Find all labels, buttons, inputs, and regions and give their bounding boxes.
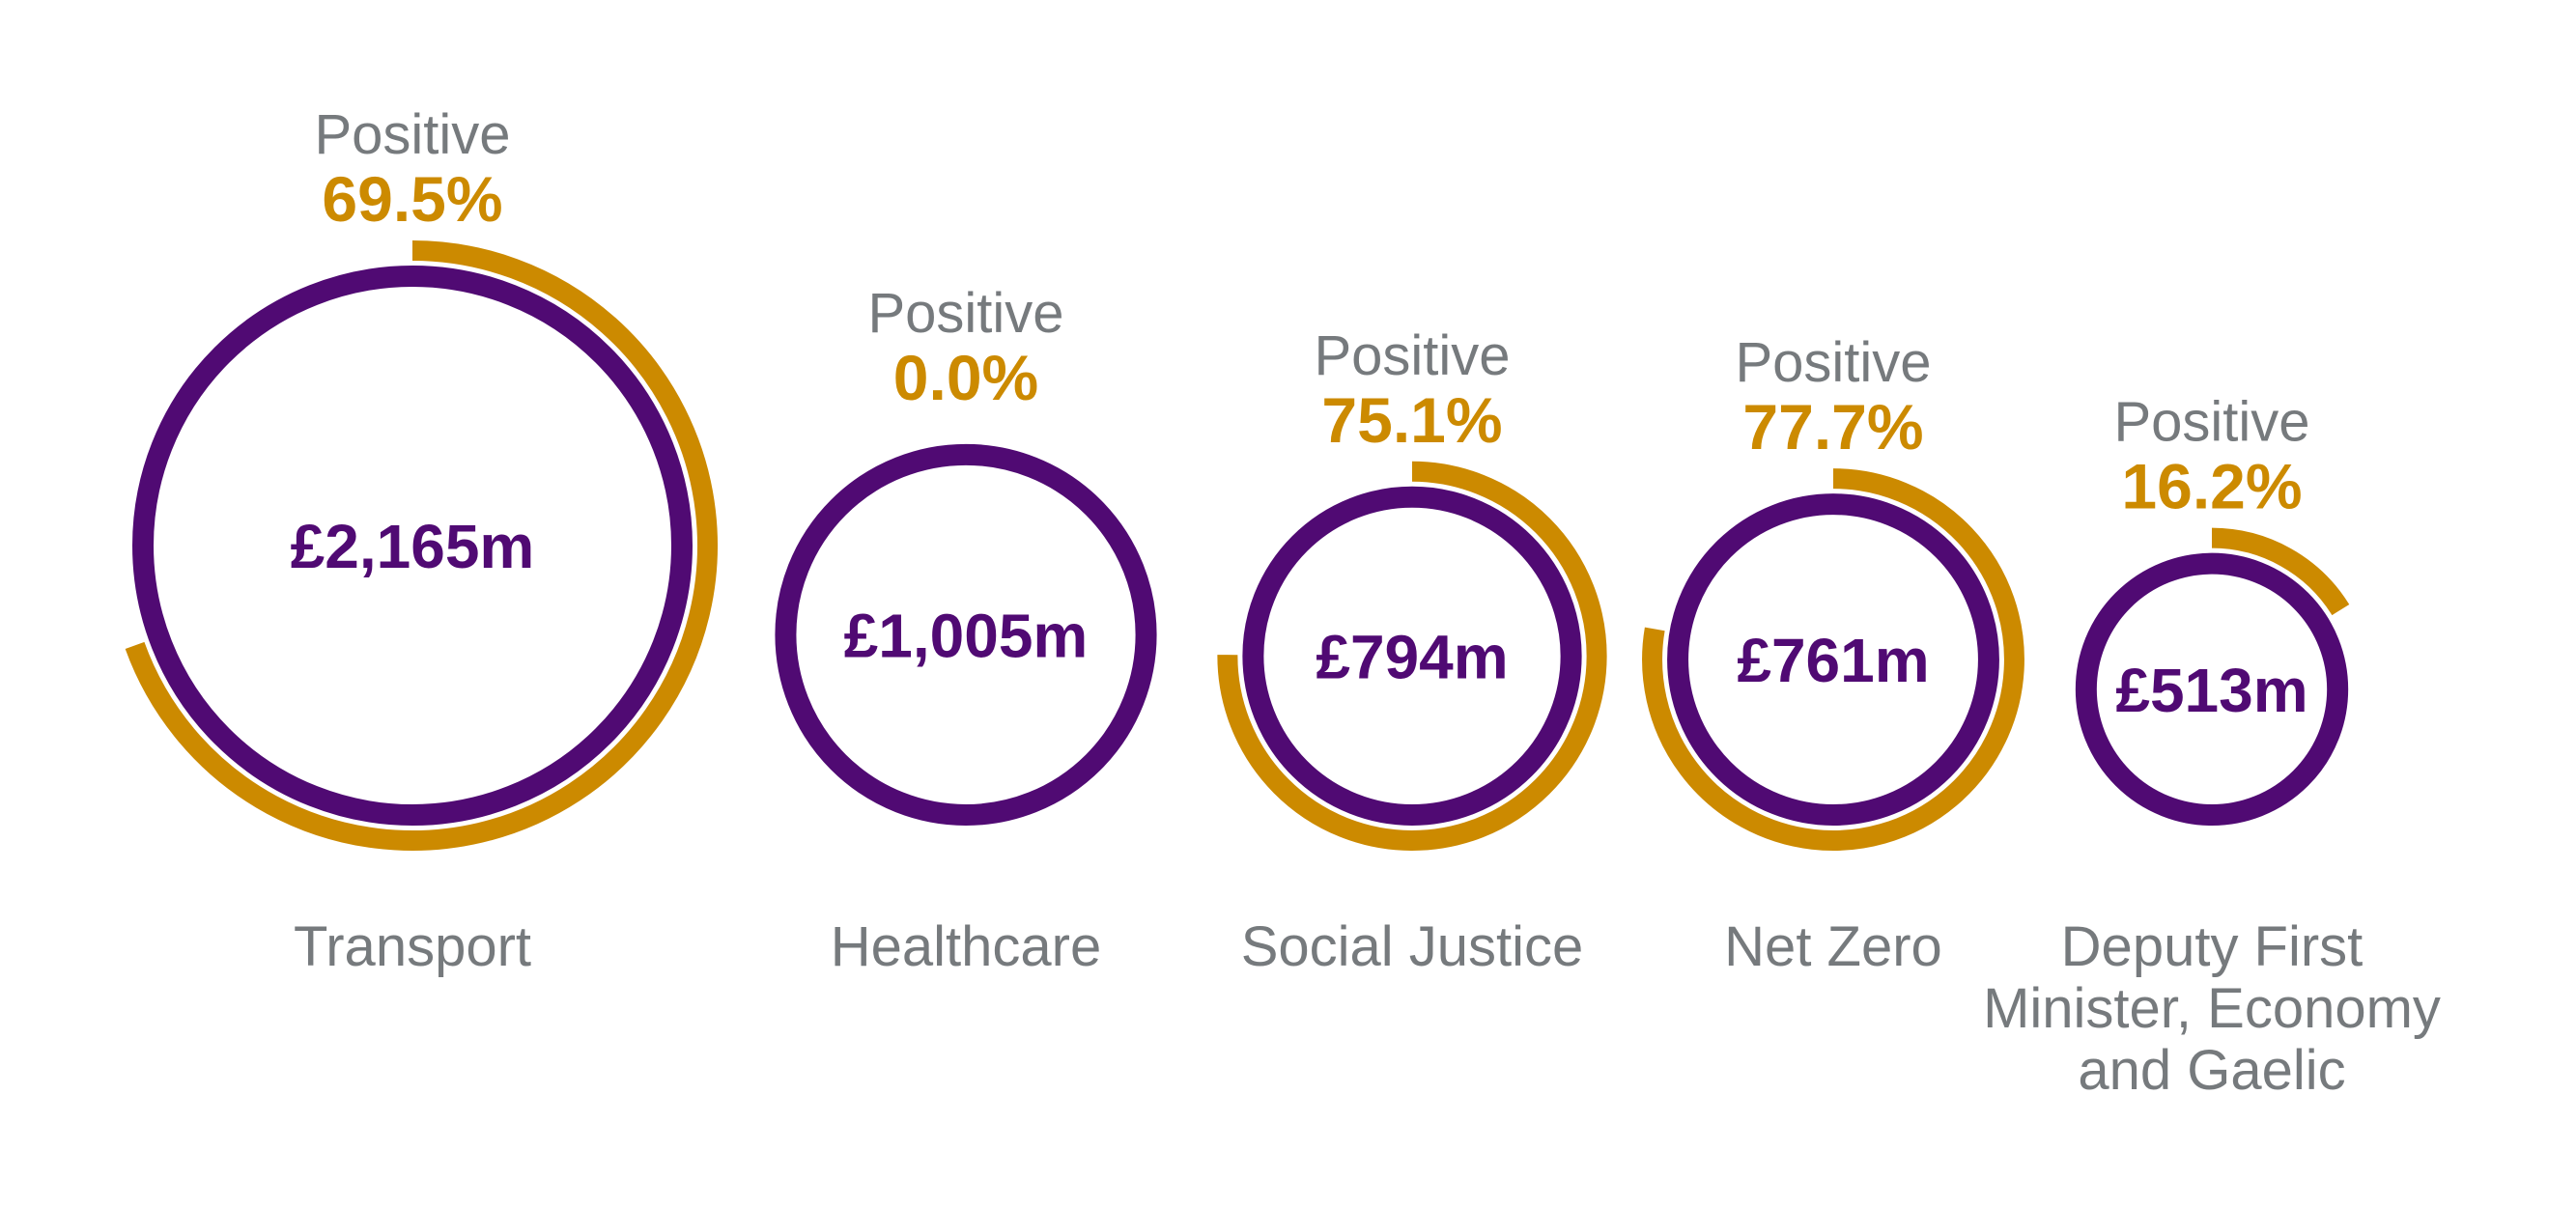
positive-arc	[1217, 461, 1607, 851]
total-value: £513m	[2115, 656, 2307, 725]
total-value: £1,005m	[844, 601, 1089, 670]
positive-label: Positive	[1735, 331, 1931, 394]
category-label: Transport	[294, 915, 531, 978]
positive-percent: 77.7%	[1742, 391, 1923, 463]
total-ring	[1667, 493, 1999, 826]
positive-label: Positive	[867, 282, 1063, 345]
category-label: Minister, Economy	[1983, 977, 2441, 1040]
positive-percent: 0.0%	[893, 342, 1038, 413]
category-label: Net Zero	[1724, 915, 1942, 978]
positive-arc	[2211, 527, 2350, 616]
category-label: Deputy First	[2061, 915, 2364, 978]
category-label: Social Justice	[1241, 915, 1584, 978]
positive-percent: 69.5%	[322, 163, 502, 235]
positive-label: Positive	[2113, 391, 2309, 454]
positive-arc	[125, 240, 718, 851]
category-label: and Gaelic	[2078, 1039, 2345, 1102]
positive-label: Positive	[1314, 324, 1510, 387]
total-ring	[1242, 486, 1582, 827]
total-ring	[132, 266, 693, 826]
positive-label: Positive	[314, 103, 510, 166]
positive-arc	[1642, 468, 2024, 851]
total-ring	[2075, 552, 2349, 826]
total-ring	[775, 443, 1157, 826]
total-value: £761m	[1737, 626, 1929, 695]
category-label: Healthcare	[831, 915, 1101, 978]
positive-percent: 16.2%	[2121, 451, 2302, 522]
positive-percent: 75.1%	[1321, 384, 1502, 456]
total-value: £2,165m	[291, 512, 535, 581]
total-value: £794m	[1316, 622, 1508, 691]
